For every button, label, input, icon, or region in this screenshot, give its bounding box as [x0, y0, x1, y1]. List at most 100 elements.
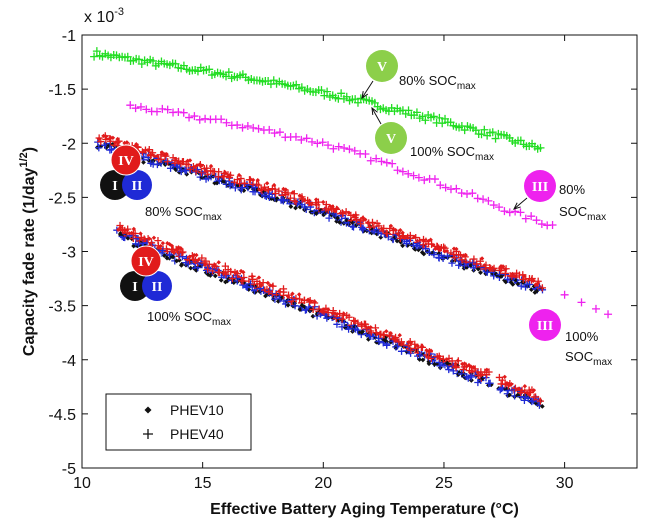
diamond-marker [194, 252, 199, 258]
plus-marker [337, 89, 346, 98]
series-III-100 [560, 290, 613, 319]
plus-marker [107, 146, 116, 154]
badge-circle [375, 122, 407, 154]
plus-marker [291, 132, 300, 141]
diamond-marker [164, 151, 169, 157]
plus-marker [477, 130, 486, 139]
label-V-100: 100% SOCmax [410, 144, 494, 163]
plus-marker [174, 107, 183, 116]
plus-marker [380, 224, 388, 232]
plus-marker [473, 194, 482, 203]
diamond-marker [368, 325, 373, 330]
diamond-marker [161, 253, 167, 258]
plus-marker [147, 239, 156, 247]
plus-marker [471, 365, 479, 373]
badge-V-100: V [375, 122, 407, 154]
diamond-marker [297, 307, 303, 313]
diamond-marker [124, 140, 130, 145]
legend-box [105, 393, 252, 451]
diamond-marker [101, 133, 106, 139]
arrow-head [361, 91, 369, 100]
diamond-marker [283, 187, 289, 192]
diamond-marker [231, 280, 237, 286]
plus-marker [463, 189, 472, 198]
diamond-marker [285, 302, 291, 308]
plus-marker [249, 275, 257, 283]
plus-marker [414, 173, 423, 182]
arrow-V-80 [361, 80, 374, 100]
badge-label-IV: IV [138, 255, 154, 270]
plus-marker [560, 290, 569, 299]
arrow-line [371, 107, 382, 125]
plus-marker [368, 218, 377, 226]
plus-marker [393, 342, 402, 350]
plus-marker [205, 260, 213, 268]
label-III-100: 100% [565, 329, 599, 344]
diamond-marker [188, 265, 194, 271]
x-tick-label: 10 [73, 475, 91, 492]
badge-label: III [537, 319, 553, 334]
plus-marker [290, 197, 299, 205]
label-cluster-100: 100% SOCmax [147, 309, 231, 328]
diamond-marker [330, 311, 335, 316]
label-cluster-80: 80% SOCmax [145, 204, 222, 223]
diamond-marker [288, 204, 294, 209]
diamond-marker [435, 354, 440, 359]
plus-marker [383, 341, 391, 349]
badge-III-100: III [529, 309, 561, 341]
plus-marker [123, 52, 132, 61]
diamond-marker [196, 257, 201, 262]
plus-marker [457, 257, 465, 265]
badge-V-80: V [366, 50, 398, 82]
diamond-marker [264, 181, 270, 186]
diamond-marker [405, 243, 410, 248]
plus-marker [517, 282, 525, 290]
badge-label-IV: IV [118, 154, 134, 169]
legend-marker-plus [143, 429, 153, 439]
plus-marker [407, 346, 415, 354]
plus-marker [254, 181, 263, 189]
plus-marker [313, 139, 322, 148]
plus-marker [181, 166, 189, 174]
diamond-marker [346, 210, 352, 216]
plus-marker [163, 105, 172, 114]
plus-marker [217, 115, 226, 124]
y-tick-label: -2 [62, 136, 76, 153]
badge-circle [524, 170, 556, 202]
label-III-100-soc: SOCmax [565, 349, 612, 368]
diamond-marker [290, 190, 296, 195]
plus-marker [404, 169, 413, 178]
plus-marker [126, 101, 135, 110]
plus-marker [152, 107, 161, 116]
diamond-marker [426, 361, 432, 367]
diamond-marker [478, 270, 483, 276]
diamond-marker [256, 275, 262, 280]
plus-marker [538, 284, 546, 292]
badge-label-I: I [132, 280, 137, 295]
plus-marker [261, 191, 269, 200]
plus-marker [353, 326, 362, 334]
y-tick-label: -1 [62, 28, 76, 45]
plus-marker [134, 55, 143, 64]
plus-marker [165, 251, 174, 259]
diamond-marker [218, 277, 224, 283]
plus-marker [345, 313, 353, 321]
plus-marker [457, 189, 466, 198]
badge-cluster-80: IVI II [100, 144, 152, 200]
plus-marker [350, 316, 358, 325]
diamond-marker [115, 227, 121, 232]
plus-marker [418, 343, 427, 351]
badge-circle-II [122, 170, 152, 200]
y-axis-label: Capacity fade rate (1/day1/2) [18, 147, 38, 356]
plus-marker [292, 80, 301, 89]
plus-marker [231, 184, 239, 192]
plus-marker [124, 225, 132, 233]
diamond-marker [145, 148, 151, 153]
diamond-marker [293, 205, 298, 211]
diamond-marker [531, 278, 536, 283]
diamond-marker [144, 406, 152, 414]
plus-marker [308, 137, 317, 146]
diamond-marker [212, 180, 218, 186]
diamond-marker [502, 374, 507, 380]
diamond-marker [281, 186, 286, 192]
